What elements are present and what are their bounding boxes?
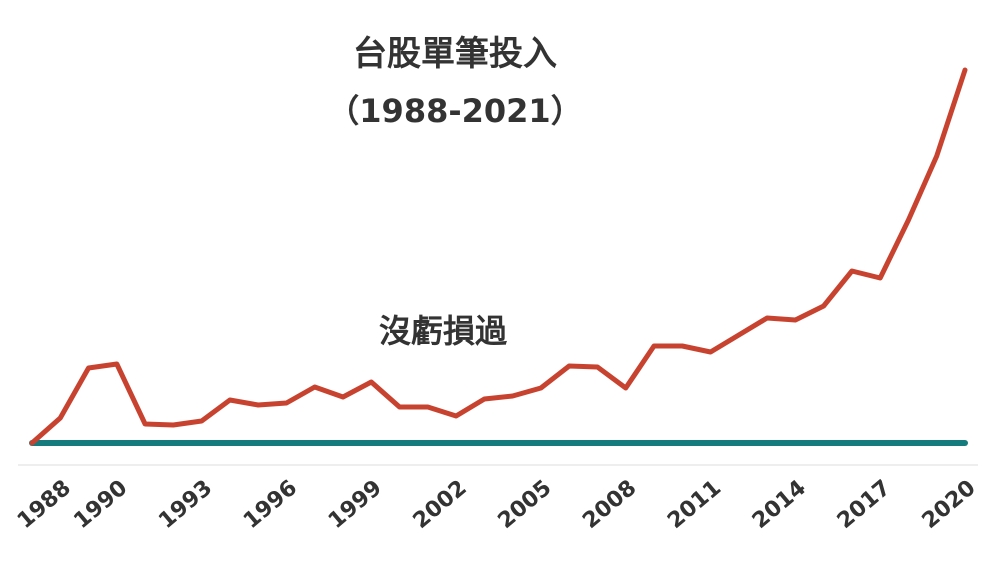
x-tick-label: 1990	[69, 475, 132, 534]
chart-subtitle: （1988-2021）	[327, 92, 582, 130]
x-tick-label: 1999	[324, 475, 387, 534]
x-tick-label: 1993	[154, 475, 217, 534]
chart-title: 台股單筆投入	[353, 34, 557, 74]
x-tick-label: 2020	[918, 475, 981, 534]
x-tick-label: 2002	[409, 475, 472, 534]
x-tick-label: 2005	[494, 475, 557, 534]
x-tick-label: 2017	[833, 475, 896, 534]
x-tick-label: 1988	[13, 475, 76, 534]
x-tick-label: 2008	[578, 475, 641, 534]
x-tick-label: 1996	[239, 475, 302, 534]
line	[29, 67, 968, 446]
x-tick-label: 2011	[663, 475, 726, 534]
annotation: 沒虧損過	[379, 312, 508, 350]
x-tick-label: 2014	[748, 475, 811, 534]
